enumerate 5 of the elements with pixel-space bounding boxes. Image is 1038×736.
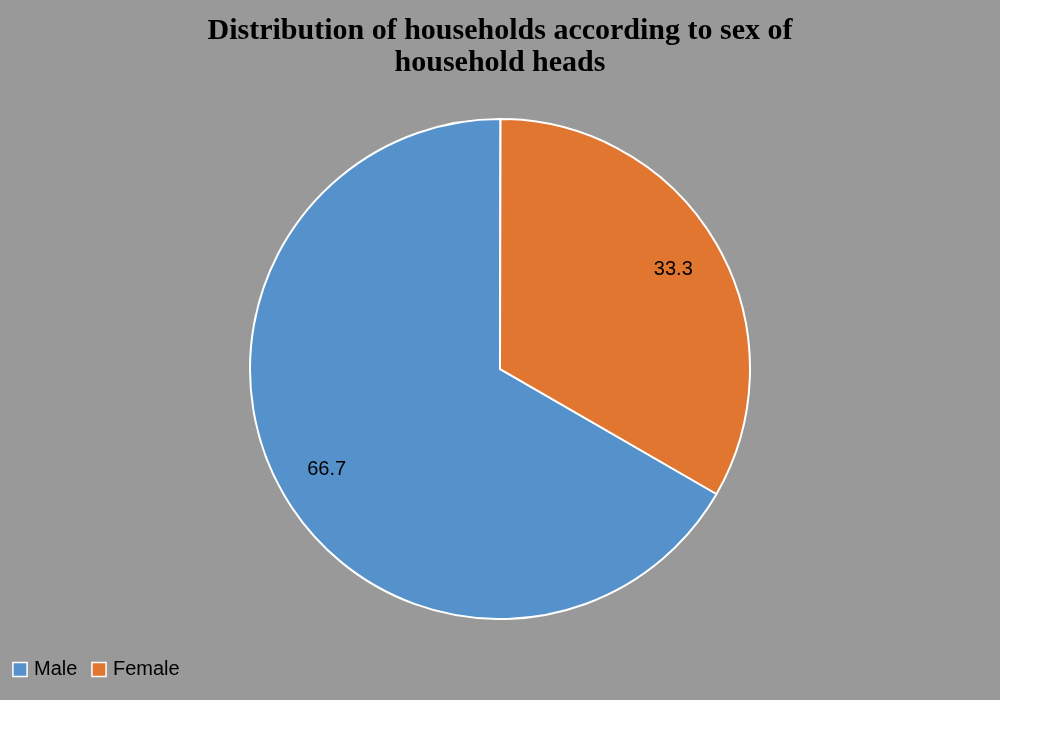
chart-title: Distribution of households according to sex of household heads [207,12,794,77]
data-label: 33.3 [653,257,693,280]
legend-label: Male [34,657,78,680]
data-label: 66.7 [307,456,347,479]
legend-label: Female [113,657,180,680]
